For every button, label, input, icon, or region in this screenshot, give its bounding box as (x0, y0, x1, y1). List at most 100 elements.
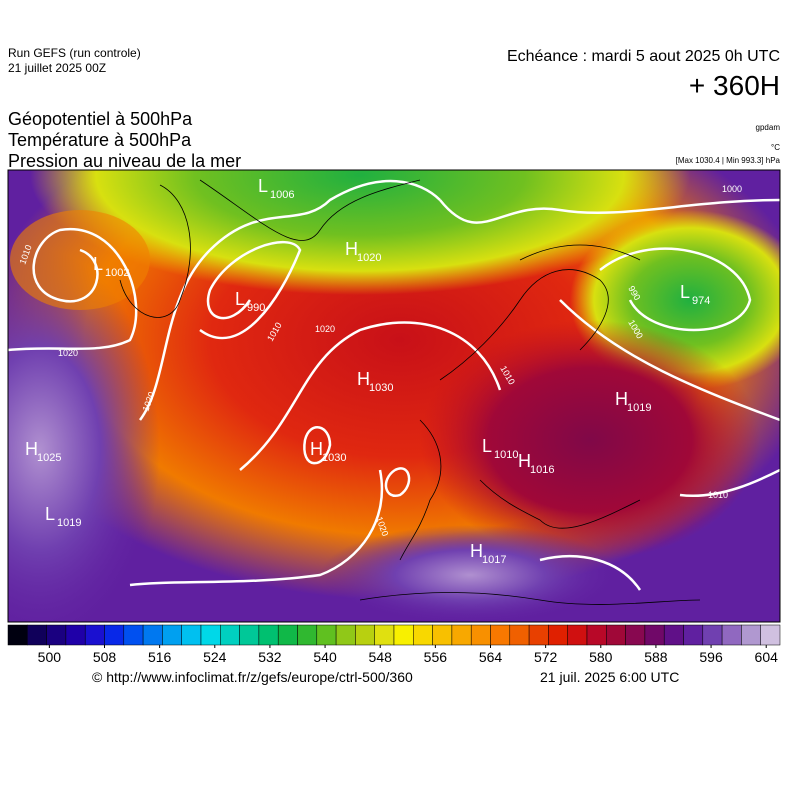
trough (10, 210, 150, 310)
center-letter: H (357, 369, 370, 389)
center-letter: H (310, 439, 323, 459)
center-pressure: 1030 (322, 452, 346, 464)
center-pressure: 1020 (357, 252, 381, 264)
colorbar-tick-label: 564 (479, 649, 503, 665)
colorbar-tick-label: 516 (148, 649, 172, 665)
colorbar-tick-label: 532 (258, 649, 282, 665)
field-name: Géopotentiel à 500hPa (8, 109, 193, 129)
colorbar-swatch (200, 624, 221, 646)
colorbar-swatch (702, 624, 723, 646)
issue-time: 21 juil. 2025 6:00 UTC (540, 669, 679, 685)
unit: °C (771, 143, 780, 152)
colorbar-tick-label: 500 (38, 649, 62, 665)
colorbar-swatch (606, 624, 626, 646)
field-name: Pression au niveau de la mer (8, 151, 241, 171)
colorbar-swatch (548, 624, 568, 646)
colorbar-swatch (316, 624, 337, 646)
colorbar-swatch (46, 624, 67, 646)
center-pressure: 990 (247, 302, 265, 314)
center-letter: L (93, 254, 103, 274)
center-letter: L (235, 289, 245, 309)
colorbar-tick-label: 588 (644, 649, 668, 665)
center-letter: L (258, 176, 268, 196)
colorbar-swatch (123, 624, 144, 646)
colorbar-swatch (84, 624, 105, 646)
colorbar-tick-label: 580 (589, 649, 613, 665)
colorbar-swatch (7, 624, 28, 646)
colorbar-swatch (432, 624, 453, 646)
center-letter: L (680, 282, 690, 302)
colorbar-swatch (741, 624, 761, 646)
colorbar: 500 508 516 524 532 540 548 556 564 572 580 588 596 6… (7, 624, 781, 665)
center-pressure: 1016 (530, 464, 554, 476)
map-frame (7, 169, 781, 623)
unit: gpdam (756, 123, 781, 132)
colorbar-swatch (162, 624, 182, 646)
unit: [Max 1030.4 | Min 993.3] hPa (676, 156, 781, 165)
colorbar-swatch (297, 624, 318, 646)
coastlines (119, 179, 701, 605)
isobar-label: 1020 (58, 348, 78, 358)
colorbar-swatch (335, 624, 356, 646)
center-pressure: 1019 (627, 402, 651, 414)
field-name: Température à 500hPa (8, 130, 192, 150)
colorbar-swatch (470, 624, 491, 646)
colorbar-swatch (683, 624, 704, 646)
center-letter: H (25, 439, 38, 459)
lead-time: + 360H (689, 70, 780, 101)
colorbar-tick-label: 596 (699, 649, 723, 665)
source-url: © http://www.infoclimat.fr/z/gefs/europe… (92, 669, 413, 685)
center-letter: L (45, 504, 55, 524)
colorbar-swatch (644, 624, 665, 646)
colorbar-swatch (220, 624, 240, 646)
center-pressure: 1025 (37, 452, 61, 464)
valid-time: Echéance : mardi 5 aout 2025 0h UTC (507, 48, 780, 65)
center-letter: H (615, 389, 628, 409)
colorbar-swatch (181, 624, 202, 646)
center-pressure: 1030 (369, 382, 393, 394)
isobar-label: 1000 (722, 184, 742, 194)
center-pressure: 1010 (494, 449, 518, 461)
run-title: Run GEFS (run controle) (8, 46, 141, 60)
header: Run GEFS (run controle) 21 juillet 2025 … (8, 46, 781, 171)
colorbar-swatch (490, 624, 511, 646)
center-letter: H (470, 541, 483, 561)
colorbar-tick-label: 604 (755, 649, 779, 665)
isobars (8, 179, 780, 591)
colorbar-swatch (567, 624, 588, 646)
colorbar-swatch (528, 624, 549, 646)
colorbar-swatch (451, 624, 472, 646)
center-pressure: 974 (692, 295, 710, 307)
center-pressure: 1017 (482, 554, 506, 566)
colorbar-tick-label: 548 (369, 649, 393, 665)
center-pressure: 1002 (105, 267, 129, 279)
colorbar-tick-label: 572 (534, 649, 558, 665)
colorbar-swatch (27, 624, 47, 646)
colorbar-tick-label: 524 (203, 649, 227, 665)
colorbar-swatch (277, 624, 298, 646)
warm-core (420, 320, 760, 560)
colorbar-swatch (663, 624, 684, 646)
colorbar-swatch (393, 624, 414, 646)
colorbar-swatch (65, 624, 86, 646)
colorbar-swatch (760, 624, 781, 646)
colorbar-tick-label: 508 (93, 649, 117, 665)
colorbar-swatch (374, 624, 395, 646)
colorbar-swatch (104, 624, 125, 646)
center-letter: H (518, 451, 531, 471)
warm-core (320, 525, 620, 622)
colorbar-swatch (586, 624, 607, 646)
colorbar-swatch (413, 624, 433, 646)
center-letter: H (345, 239, 358, 259)
cold-area (30, 170, 690, 295)
run-date: 21 juillet 2025 00Z (8, 61, 106, 75)
colorbar-swatch (625, 624, 646, 646)
colorbar-tick-label: 556 (424, 649, 448, 665)
center-pressure: 1006 (270, 189, 294, 201)
colorbar-swatch (509, 624, 530, 646)
colorbar-swatch (258, 624, 279, 646)
isobar-label: 1010 (708, 490, 728, 500)
